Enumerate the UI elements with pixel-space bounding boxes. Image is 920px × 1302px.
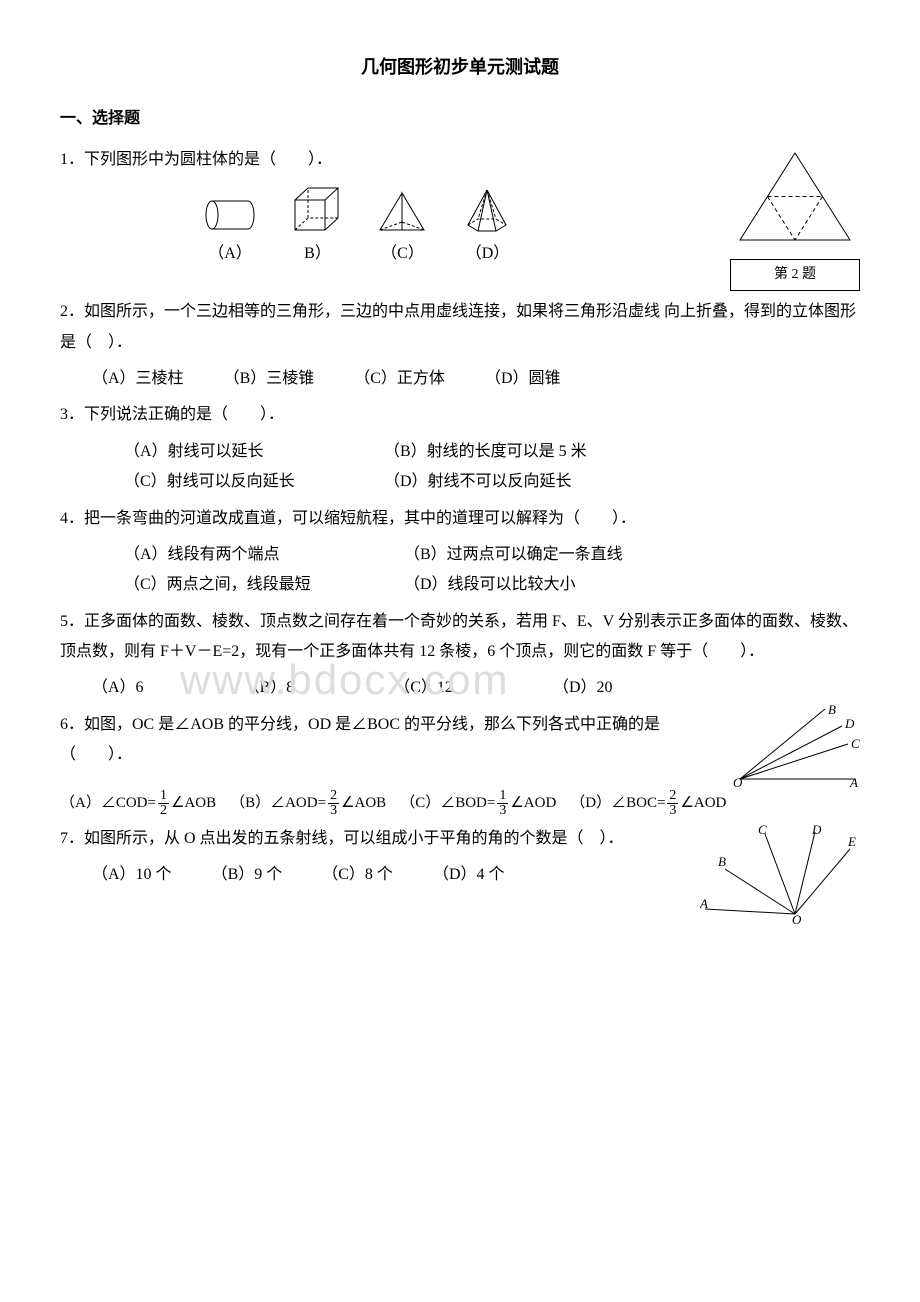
q6-c: （C）∠BOD=13∠AOD <box>400 789 556 818</box>
q6-b: （B）∠AOD=23∠AOB <box>230 789 386 818</box>
q4-a: （A）线段有两个端点 <box>124 540 364 570</box>
hex-pyramid-icon <box>460 187 515 235</box>
label-O: O <box>733 775 743 789</box>
tri-pyramid-icon <box>375 190 430 235</box>
q2-a: （A）三棱柱 <box>92 364 184 394</box>
q7-b: （B）9 个 <box>212 860 283 890</box>
q3-b: （B）射线的长度可以是 5 米 <box>384 437 587 467</box>
label-A: A <box>700 896 708 911</box>
q5-options: （A）6 （B）8 （C）12 （D）20 <box>92 673 860 703</box>
page-title: 几何图形初步单元测试题 <box>60 50 860 84</box>
cylinder-icon <box>200 195 260 235</box>
q7-c: （C）8 个 <box>322 860 393 890</box>
q2-c: （C）正方体 <box>354 364 445 394</box>
q4-stem: 4．把一条弯曲的河道改成直道，可以缩短航程，其中的道理可以解释为（ ）． <box>60 504 860 534</box>
label-B: B <box>718 854 726 869</box>
q6-d: （D）∠BOC=23∠AOD <box>570 789 726 818</box>
q4-d: （D）线段可以比较大小 <box>404 570 576 600</box>
q7-d: （D）4 个 <box>433 860 505 890</box>
label-O: O <box>792 912 802 924</box>
q4-c: （C）两点之间，线段最短 <box>124 570 364 600</box>
q4-options: （A）线段有两个端点 （B）过两点可以确定一条直线 （C）两点之间，线段最短 （… <box>92 540 860 601</box>
q7-a: （A）10 个 <box>92 860 172 890</box>
q3-c: （C）射线可以反向延长 <box>124 467 344 497</box>
q1-figures: （A） B） （C） （D） <box>200 185 720 269</box>
q5-c: （C）12 <box>394 673 453 703</box>
q6-a: （A）∠COD=12∠AOB <box>60 789 216 818</box>
label-A: A <box>849 775 858 789</box>
q5-d: （D）20 <box>553 673 613 703</box>
q1-label-d: （D） <box>466 239 510 269</box>
q4-b: （B）过两点可以确定一条直线 <box>404 540 623 570</box>
q1-label-c: （C） <box>381 239 424 269</box>
q5-stem: 5．正多面体的面数、棱数、顶点数之间存在着一个奇妙的关系，若用 F、E、V 分别… <box>60 607 860 668</box>
q3-stem: 3．下列说法正确的是（ ）． <box>60 400 860 430</box>
q2-d: （D）圆锥 <box>485 364 561 394</box>
q3-a: （A）射线可以延长 <box>124 437 344 467</box>
q2-options: （A）三棱柱 （B）三棱锥 （C）正方体 （D）圆锥 <box>92 364 860 394</box>
q6-options: （A）∠COD=12∠AOB （B）∠AOD=23∠AOB （C）∠BOD=13… <box>60 789 860 818</box>
section-heading: 一、选择题 <box>60 104 860 134</box>
q6-stem: 6．如图，OC 是∠AOB 的平分线，OD 是∠BOC 的平分线，那么下列各式中… <box>60 710 860 771</box>
q2-stem: 2．如图所示，一个三边相等的三角形，三边的中点用虚线连接，如果将三角形沿虚线 向… <box>60 297 860 358</box>
q7-stem: 7．如图所示，从 O 点出发的五条射线，可以组成小于平角的角的个数是（ ）． <box>60 824 860 854</box>
q3-d: （D）射线不可以反向延长 <box>384 467 572 497</box>
figure-ref-label: 第 2 题 <box>730 259 860 292</box>
q2-b: （B）三棱锥 <box>224 364 315 394</box>
q5-b: （B）8 <box>244 673 295 703</box>
q7-options: （A）10 个 （B）9 个 （C）8 个 （D）4 个 <box>92 860 690 890</box>
q3-options: （A）射线可以延长 （B）射线的长度可以是 5 米 （C）射线可以反向延长 （D… <box>92 437 860 498</box>
q1-label-b: B） <box>304 239 331 269</box>
q1-label-a: （A） <box>208 239 252 269</box>
cuboid-icon <box>290 185 345 235</box>
q1-stem: 1．下列图形中为圆柱体的是（ ）． <box>60 145 860 175</box>
q5-a: （A）6 <box>92 673 144 703</box>
